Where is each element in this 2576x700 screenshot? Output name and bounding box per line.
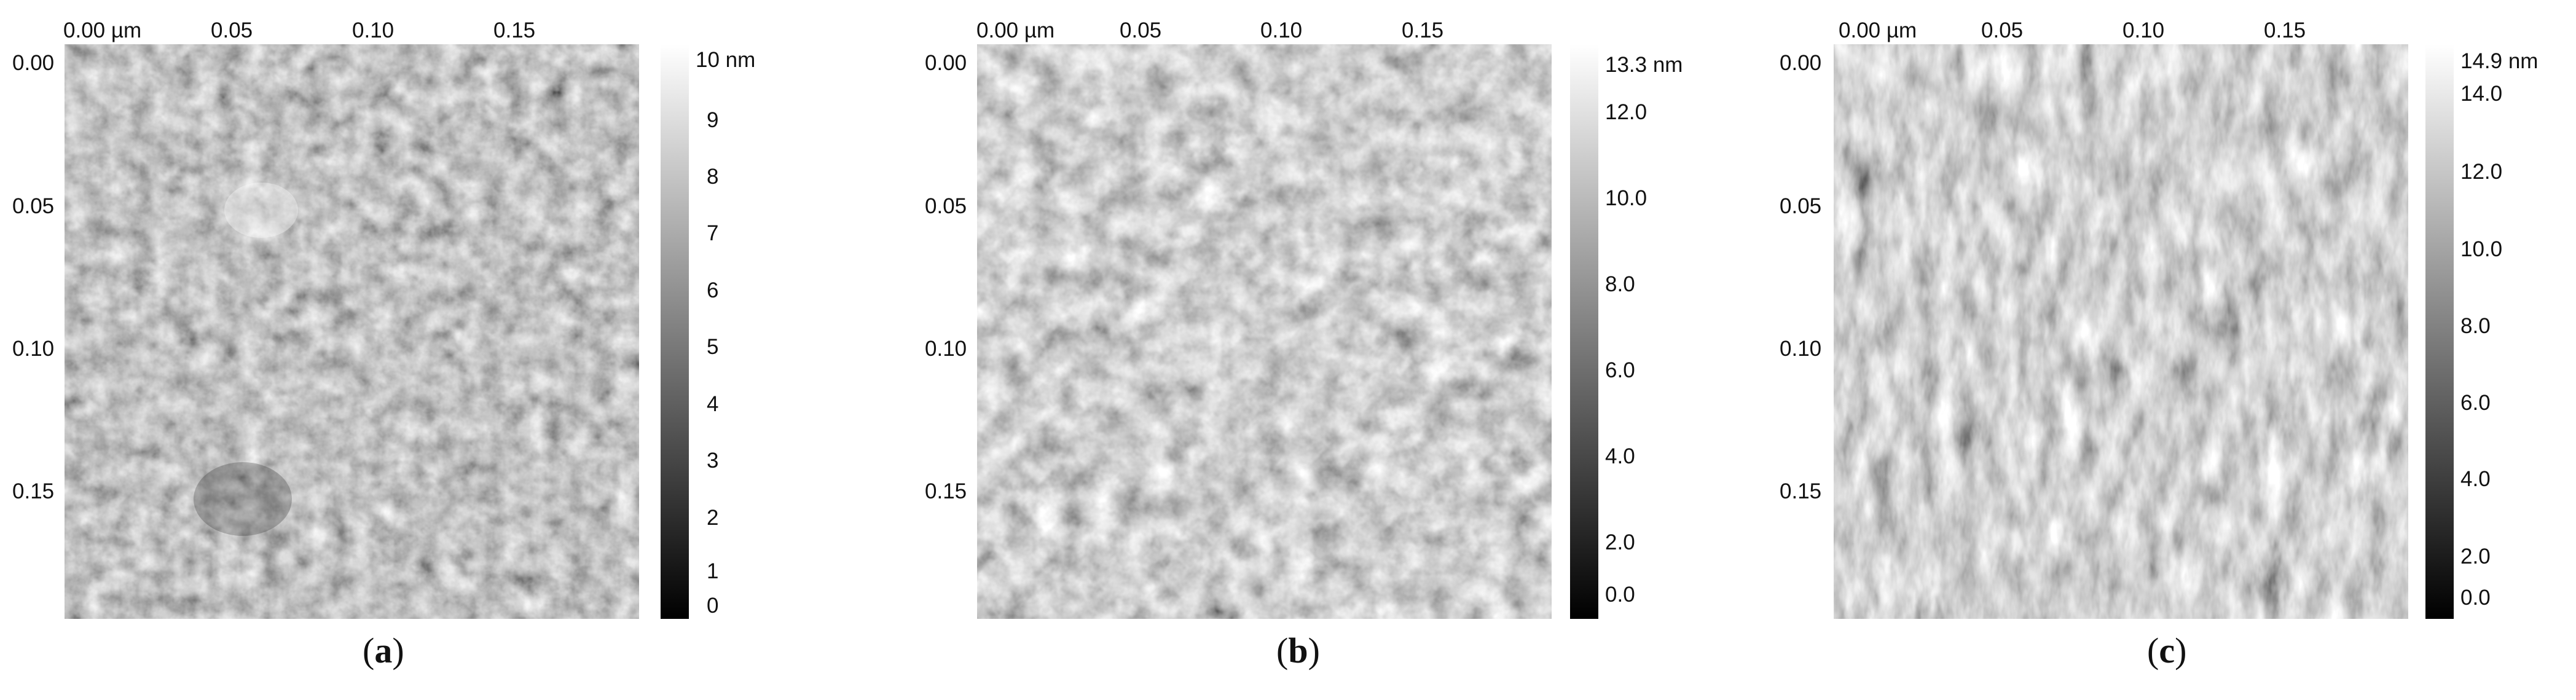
panel-caption: (b) [1276,631,1320,671]
y-tick-label: 0.15 [12,479,55,503]
colorbar-tick-label: 3 [707,449,719,473]
x-tick-label: 0.05 [1981,18,2024,42]
colorbar [1570,44,1598,619]
colorbar-tick-label: 6.0 [2460,391,2491,415]
x-tick-label: 0.10 [1260,18,1303,42]
x-tick-label: 0.05 [211,18,253,42]
y-tick-label: 0.05 [1780,194,1822,218]
x-tick-label: 0.10 [2122,18,2165,42]
colorbar-tick-label: 6.0 [1605,358,1635,382]
x-tick-label: 0.15 [1402,18,1444,42]
colorbar-tick-label: 4.0 [1605,444,1635,468]
y-tick-label: 0.05 [925,194,967,218]
colorbar-tick-label: 2 [707,506,719,530]
colorbar-tick-label: 9 [707,108,719,132]
y-tick-label: 0.00 [925,51,967,75]
afm-height-image [1834,44,2408,619]
afm-height-image [65,44,639,619]
colorbar-tick-label: 13.3 nm [1605,53,1683,77]
afm-panel-b: 0.00 µm 0.05 0.10 0.15 0.00 0.05 0.10 0.… [858,0,1717,700]
panel-caption: (a) [363,631,404,671]
panel-caption: (c) [2147,631,2187,671]
colorbar-tick-label: 14.9 nm [2460,49,2539,73]
x-tick-label: 0.15 [493,18,536,42]
colorbar-tick-label: 8.0 [1605,272,1635,296]
x-tick-label: 0.00 µm [976,18,1055,42]
colorbar-tick-label: 10.0 [2460,237,2503,261]
y-tick-label: 0.10 [12,337,55,361]
colorbar-tick-label: 5 [707,335,719,359]
colorbar-tick-label: 14.0 [2460,82,2503,106]
y-tick-label: 0.00 [1780,51,1822,75]
colorbar-tick-label: 4.0 [2460,467,2491,491]
colorbar-tick-label: 8.0 [2460,314,2491,338]
y-tick-label: 0.00 [12,51,55,75]
colorbar [661,44,689,619]
colorbar-tick-label: 0.0 [2460,586,2491,610]
colorbar-tick-label: 6 [707,278,719,302]
x-tick-label: 0.00 µm [63,18,142,42]
colorbar-tick-label: 2.0 [1605,530,1635,554]
colorbar-tick-label: 8 [707,165,719,189]
colorbar-tick-label: 12.0 [2460,160,2503,184]
afm-image-b [977,44,1552,619]
y-tick-label: 0.10 [925,337,967,361]
afm-image-a [65,44,639,619]
colorbar-tick-label: 1 [707,559,719,583]
x-tick-label: 0.05 [1120,18,1162,42]
x-tick-label: 0.10 [352,18,395,42]
afm-panel-a: 0.00 µm 0.05 0.10 0.15 0.00 0.05 0.10 0.… [0,0,858,700]
colorbar-tick-label: 0 [707,594,719,618]
colorbar-tick-label: 7 [707,221,719,245]
colorbar-tick-label: 10.0 [1605,186,1647,210]
x-tick-label: 0.00 µm [1839,18,1917,42]
colorbar-tick-label: 4 [707,392,719,416]
afm-image-c [1834,44,2408,619]
colorbar-tick-label: 0.0 [1605,583,1635,607]
colorbar [2425,44,2454,619]
y-tick-label: 0.05 [12,194,55,218]
colorbar-tick-label: 12.0 [1605,100,1647,124]
afm-height-image [977,44,1552,619]
x-tick-label: 0.15 [2264,18,2306,42]
afm-panel-c: 0.00 µm 0.05 0.10 0.15 0.00 0.05 0.10 0.… [1717,0,2575,700]
colorbar-tick-label: 10 nm [696,48,756,72]
y-tick-label: 0.10 [1780,337,1822,361]
colorbar-tick-label: 2.0 [2460,545,2491,568]
y-tick-label: 0.15 [925,479,967,503]
y-tick-label: 0.15 [1780,479,1822,503]
